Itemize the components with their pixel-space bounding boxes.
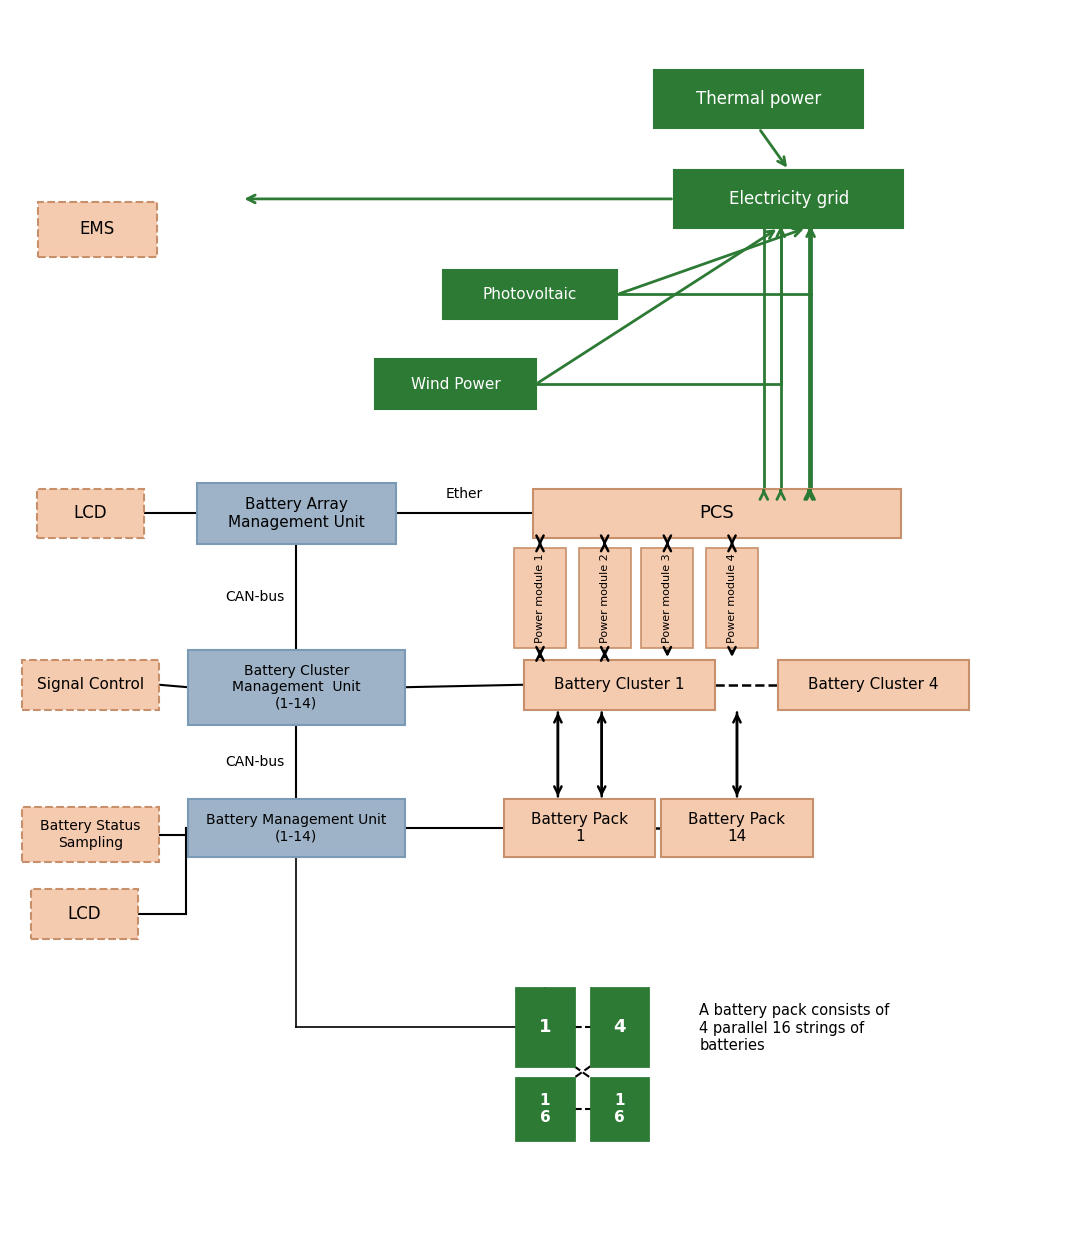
FancyBboxPatch shape xyxy=(642,548,693,648)
FancyBboxPatch shape xyxy=(516,988,573,1066)
Text: Battery Status
Sampling: Battery Status Sampling xyxy=(40,819,140,849)
Text: Thermal power: Thermal power xyxy=(697,90,822,109)
Text: PCS: PCS xyxy=(700,504,734,523)
Text: LCD: LCD xyxy=(73,504,107,523)
Text: Power module 2: Power module 2 xyxy=(599,553,610,643)
Text: 1
6: 1 6 xyxy=(540,1092,551,1125)
FancyBboxPatch shape xyxy=(591,1078,648,1140)
FancyBboxPatch shape xyxy=(197,483,395,544)
FancyBboxPatch shape xyxy=(30,888,138,938)
FancyBboxPatch shape xyxy=(188,799,405,857)
Text: Battery Cluster
Management  Unit
(1-14): Battery Cluster Management Unit (1-14) xyxy=(232,664,361,711)
FancyBboxPatch shape xyxy=(22,807,159,862)
Text: 4: 4 xyxy=(613,1018,625,1036)
FancyBboxPatch shape xyxy=(661,799,812,857)
FancyBboxPatch shape xyxy=(514,548,566,648)
Text: Electricity grid: Electricity grid xyxy=(729,190,849,208)
FancyBboxPatch shape xyxy=(443,269,617,319)
Text: Signal Control: Signal Control xyxy=(37,677,144,692)
Text: 1
6: 1 6 xyxy=(615,1092,625,1125)
FancyBboxPatch shape xyxy=(591,988,648,1066)
Text: EMS: EMS xyxy=(80,220,114,238)
FancyBboxPatch shape xyxy=(706,548,758,648)
FancyBboxPatch shape xyxy=(778,659,969,709)
Text: Battery Pack
14: Battery Pack 14 xyxy=(688,812,785,844)
Text: Photovoltaic: Photovoltaic xyxy=(483,286,577,301)
FancyBboxPatch shape xyxy=(579,548,631,648)
Text: Ether: Ether xyxy=(446,487,483,500)
FancyBboxPatch shape xyxy=(534,489,901,538)
Text: A battery pack consists of
4 parallel 16 strings of
batteries: A battery pack consists of 4 parallel 16… xyxy=(699,1003,890,1053)
FancyBboxPatch shape xyxy=(524,659,715,709)
Text: CAN-bus: CAN-bus xyxy=(225,590,284,604)
FancyBboxPatch shape xyxy=(504,799,656,857)
Text: Battery Cluster 1: Battery Cluster 1 xyxy=(554,677,685,692)
Text: Battery Management Unit
(1-14): Battery Management Unit (1-14) xyxy=(206,813,387,843)
FancyBboxPatch shape xyxy=(188,649,405,724)
Text: Power module 1: Power module 1 xyxy=(535,553,545,643)
FancyBboxPatch shape xyxy=(674,170,903,228)
FancyBboxPatch shape xyxy=(654,70,863,128)
Text: Battery Cluster 4: Battery Cluster 4 xyxy=(808,677,939,692)
Text: Battery Array
Management Unit: Battery Array Management Unit xyxy=(228,498,365,529)
Text: Power module 4: Power module 4 xyxy=(727,553,737,643)
FancyBboxPatch shape xyxy=(375,359,536,409)
FancyBboxPatch shape xyxy=(37,489,144,538)
Text: 1: 1 xyxy=(539,1018,551,1036)
Text: CAN-bus: CAN-bus xyxy=(225,754,284,769)
FancyBboxPatch shape xyxy=(38,201,157,256)
FancyBboxPatch shape xyxy=(22,659,159,709)
Text: Battery Pack
1: Battery Pack 1 xyxy=(531,812,629,844)
Text: Wind Power: Wind Power xyxy=(410,377,500,392)
Text: LCD: LCD xyxy=(68,904,102,923)
FancyBboxPatch shape xyxy=(516,1078,573,1140)
Text: Power module 3: Power module 3 xyxy=(662,553,673,643)
